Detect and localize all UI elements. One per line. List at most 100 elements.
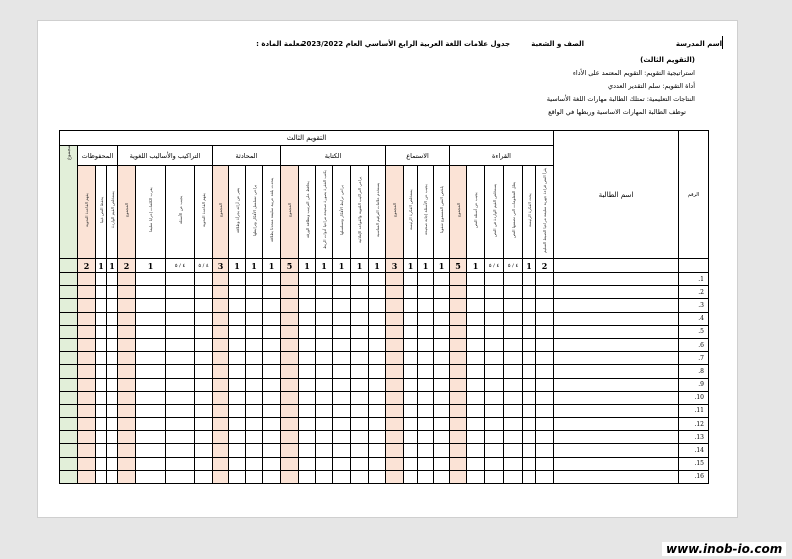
grade-cell[interactable]	[95, 456, 107, 471]
student-name-cell[interactable]	[553, 285, 679, 300]
student-name-cell[interactable]	[553, 351, 679, 366]
grade-cell[interactable]	[350, 469, 369, 485]
total-cell[interactable]	[59, 456, 78, 471]
grade-cell[interactable]	[315, 298, 333, 313]
grade-cell[interactable]	[135, 403, 166, 419]
grade-cell[interactable]	[403, 403, 418, 419]
grade-cell[interactable]	[466, 456, 485, 471]
grade-cell[interactable]	[417, 456, 434, 471]
grade-cell[interactable]	[95, 298, 107, 313]
grade-cell[interactable]	[315, 364, 333, 379]
grade-cell[interactable]	[350, 390, 369, 405]
grade-cell[interactable]	[522, 351, 536, 366]
grade-cell[interactable]	[449, 377, 467, 392]
grade-cell[interactable]	[212, 377, 229, 392]
grade-cell[interactable]	[212, 403, 229, 419]
grade-cell[interactable]	[449, 337, 467, 353]
grade-cell[interactable]	[280, 377, 299, 392]
grade-cell[interactable]	[449, 390, 467, 405]
grade-cell[interactable]	[403, 324, 418, 339]
grade-cell[interactable]	[194, 337, 213, 353]
grade-cell[interactable]	[385, 456, 404, 471]
grade-cell[interactable]	[350, 377, 369, 392]
grade-cell[interactable]	[522, 417, 536, 432]
grade-cell[interactable]	[280, 298, 299, 313]
student-name-cell[interactable]	[553, 443, 679, 458]
grade-cell[interactable]	[403, 337, 418, 353]
grade-cell[interactable]	[484, 298, 504, 313]
grade-cell[interactable]	[117, 285, 136, 300]
grade-cell[interactable]	[165, 351, 195, 366]
grade-cell[interactable]	[484, 430, 504, 445]
grade-cell[interactable]	[228, 285, 246, 300]
grade-cell[interactable]	[332, 298, 351, 313]
grade-cell[interactable]	[403, 443, 418, 458]
grade-cell[interactable]	[245, 377, 263, 392]
grade-cell[interactable]	[298, 337, 316, 353]
grade-cell[interactable]	[298, 271, 316, 287]
grade-cell[interactable]	[503, 298, 523, 313]
grade-cell[interactable]	[280, 456, 299, 471]
grade-cell[interactable]	[535, 403, 554, 419]
grade-cell[interactable]	[535, 430, 554, 445]
grade-cell[interactable]	[466, 364, 485, 379]
grade-cell[interactable]	[106, 285, 118, 300]
grade-cell[interactable]	[106, 430, 118, 445]
grade-cell[interactable]	[212, 311, 229, 326]
grade-cell[interactable]	[165, 390, 195, 405]
grade-cell[interactable]	[228, 430, 246, 445]
grade-cell[interactable]	[194, 324, 213, 339]
grade-cell[interactable]	[262, 311, 281, 326]
grade-cell[interactable]	[403, 271, 418, 287]
grade-cell[interactable]	[280, 430, 299, 445]
grade-cell[interactable]	[484, 271, 504, 287]
grade-cell[interactable]	[403, 311, 418, 326]
grade-cell[interactable]	[194, 456, 213, 471]
grade-cell[interactable]	[385, 469, 404, 485]
grade-cell[interactable]	[315, 337, 333, 353]
grade-cell[interactable]	[262, 443, 281, 458]
grade-cell[interactable]	[503, 469, 523, 485]
grade-cell[interactable]	[95, 324, 107, 339]
grade-cell[interactable]	[368, 417, 386, 432]
grade-cell[interactable]	[403, 469, 418, 485]
grade-cell[interactable]	[417, 443, 434, 458]
grade-cell[interactable]	[535, 469, 554, 485]
grade-cell[interactable]	[350, 337, 369, 353]
grade-cell[interactable]	[417, 271, 434, 287]
grade-cell[interactable]	[332, 364, 351, 379]
grade-cell[interactable]	[449, 430, 467, 445]
grade-cell[interactable]	[165, 337, 195, 353]
grade-cell[interactable]	[315, 403, 333, 419]
grade-cell[interactable]	[106, 324, 118, 339]
grade-cell[interactable]	[535, 364, 554, 379]
grade-cell[interactable]	[135, 456, 166, 471]
grade-cell[interactable]	[77, 285, 96, 300]
grade-cell[interactable]	[228, 377, 246, 392]
grade-cell[interactable]	[245, 311, 263, 326]
grade-cell[interactable]	[433, 364, 450, 379]
grade-cell[interactable]	[95, 377, 107, 392]
grade-cell[interactable]	[135, 285, 166, 300]
grade-cell[interactable]	[228, 443, 246, 458]
grade-cell[interactable]	[135, 430, 166, 445]
grade-cell[interactable]	[194, 417, 213, 432]
grade-cell[interactable]	[117, 443, 136, 458]
grade-cell[interactable]	[403, 456, 418, 471]
grade-cell[interactable]	[466, 377, 485, 392]
grade-cell[interactable]	[368, 364, 386, 379]
grade-cell[interactable]	[95, 417, 107, 432]
grade-cell[interactable]	[165, 324, 195, 339]
grade-cell[interactable]	[315, 351, 333, 366]
grade-cell[interactable]	[522, 271, 536, 287]
total-cell[interactable]	[59, 298, 78, 313]
total-cell[interactable]	[59, 469, 78, 485]
grade-cell[interactable]	[535, 285, 554, 300]
grade-cell[interactable]	[77, 390, 96, 405]
grade-cell[interactable]	[228, 324, 246, 339]
grade-cell[interactable]	[117, 298, 136, 313]
grade-cell[interactable]	[350, 364, 369, 379]
grade-cell[interactable]	[350, 417, 369, 432]
grade-cell[interactable]	[194, 364, 213, 379]
grade-cell[interactable]	[503, 364, 523, 379]
